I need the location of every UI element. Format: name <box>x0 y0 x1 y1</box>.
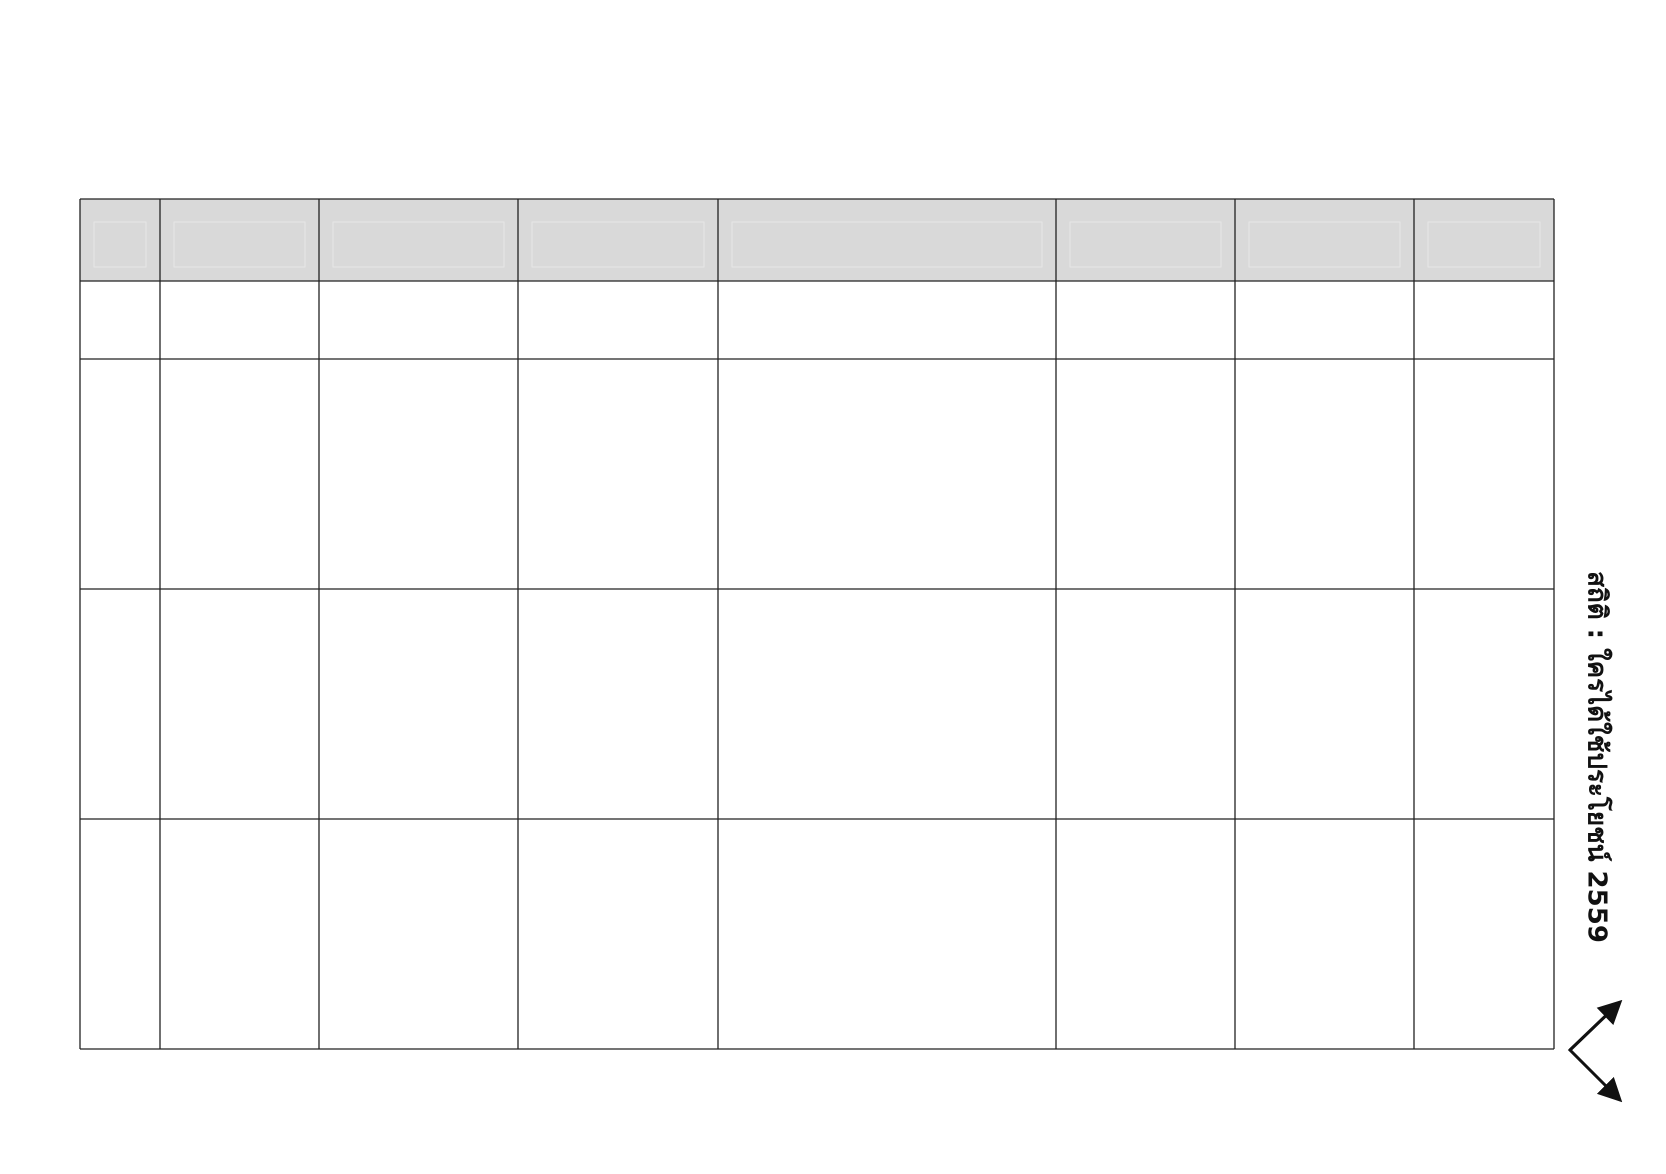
table-cell <box>1414 359 1554 589</box>
header-cell-inner <box>1248 221 1401 268</box>
table-cell <box>1056 281 1235 359</box>
table-cell <box>718 819 1056 1049</box>
table-cell <box>518 359 718 589</box>
table-cell <box>1414 589 1554 819</box>
table-cell <box>518 819 718 1049</box>
table-cell <box>518 281 718 359</box>
table-cell <box>1056 819 1235 1049</box>
table-cell <box>1414 281 1554 359</box>
table-cell <box>1235 359 1414 589</box>
header-cell-inner <box>531 221 705 268</box>
header-cell-inner <box>1427 221 1541 268</box>
chevron-arrow-icon[interactable] <box>1560 998 1630 1108</box>
table-cell <box>319 281 518 359</box>
table-cell <box>160 589 319 819</box>
table-cell <box>718 589 1056 819</box>
table-cell <box>80 589 160 819</box>
table-cell <box>80 819 160 1049</box>
table-cell <box>160 359 319 589</box>
table-cell <box>319 589 518 819</box>
header-cell-inner <box>1069 221 1222 268</box>
table-cell <box>518 589 718 819</box>
table-cell <box>718 359 1056 589</box>
table-cell <box>1414 819 1554 1049</box>
table-cell <box>1235 589 1414 819</box>
table-cell <box>160 819 319 1049</box>
table-header-row <box>80 199 1554 281</box>
table-cell <box>319 819 518 1049</box>
header-cell-inner <box>93 221 147 268</box>
table-cell <box>718 281 1056 359</box>
table-cell <box>160 281 319 359</box>
table-cell <box>1235 819 1414 1049</box>
table-cell <box>1235 281 1414 359</box>
header-cell-inner <box>731 221 1043 268</box>
header-cell-inner <box>173 221 306 268</box>
table-cell <box>80 281 160 359</box>
header-cell-inner <box>332 221 505 268</box>
table-cell <box>80 359 160 589</box>
table-cell <box>1056 359 1235 589</box>
table-cell <box>1056 589 1235 819</box>
side-caption: สถิติ : ใครได้ใช้ประโยชน์ 2559 <box>1581 571 1612 943</box>
table-cell <box>319 359 518 589</box>
